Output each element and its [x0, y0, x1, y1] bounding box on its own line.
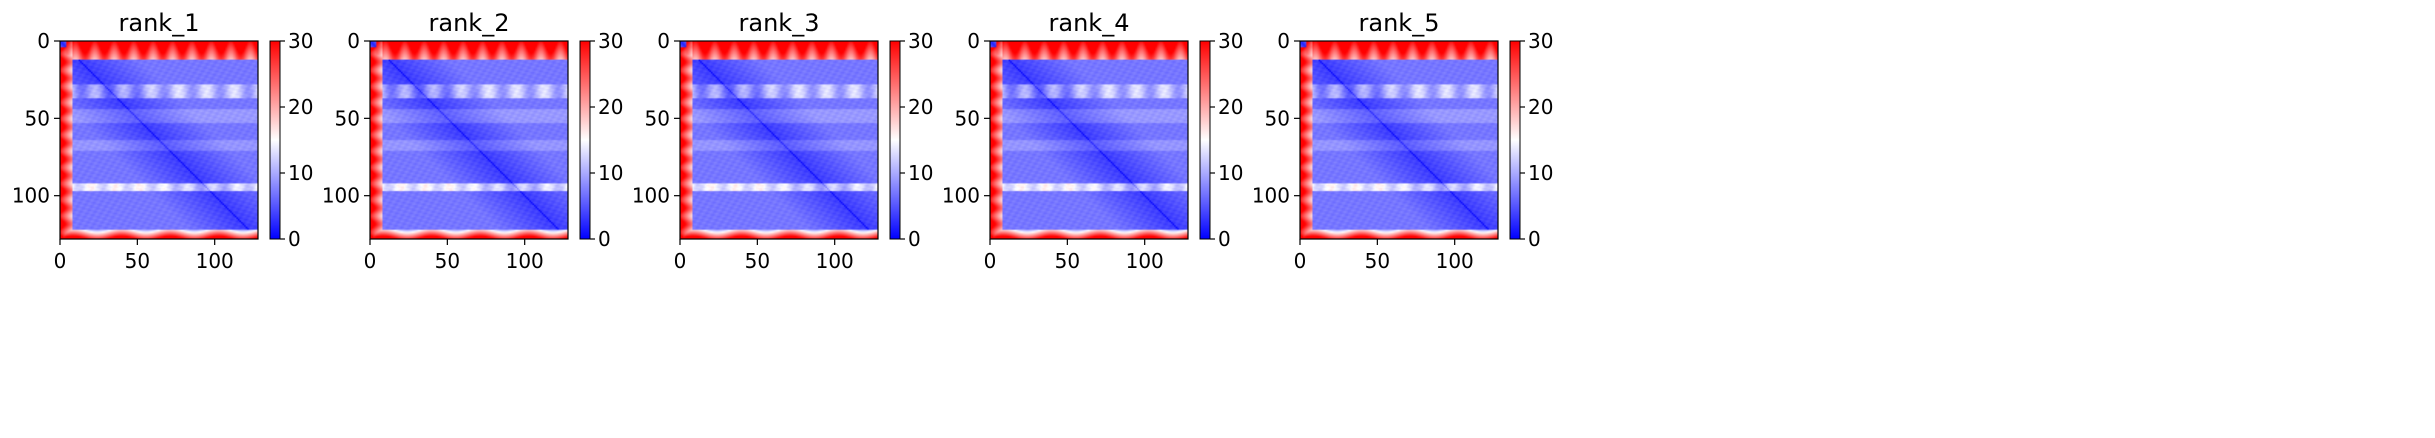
colorbar-tick-label: 0: [1218, 227, 1231, 251]
x-tick-label: 0: [984, 249, 997, 273]
y-tick-label: 100: [322, 184, 360, 208]
heatmap-panel-5: rank_5 0 50 100 0 50 100 0 10 20 30: [1252, 9, 1554, 273]
x-tick-label: 0: [364, 249, 377, 273]
y-tick-label: 100: [12, 184, 50, 208]
x-tick-label: 50: [745, 249, 770, 273]
x-tick-label: 50: [435, 249, 460, 273]
y-tick-label: 0: [967, 29, 980, 53]
colorbar-tick-label: 0: [598, 227, 611, 251]
colorbar-tick-label: 30: [288, 29, 313, 53]
heatmap-cells: [990, 41, 1188, 239]
y-tick-label: 50: [1265, 106, 1290, 130]
x-tick-label: 50: [1365, 249, 1390, 273]
y-tick-label: 0: [347, 29, 360, 53]
colorbar: [1509, 40, 1521, 240]
colorbar-tick-label: 30: [1528, 29, 1553, 53]
colorbar-tick-label: 30: [1218, 29, 1243, 53]
colorbar-tick-label: 30: [598, 29, 623, 53]
colorbar-tick-label: 0: [1528, 227, 1541, 251]
y-tick-label: 50: [955, 106, 980, 130]
x-tick-label: 100: [506, 249, 544, 273]
colorbar-tick-label: 10: [1218, 161, 1243, 185]
colorbar: [579, 40, 591, 240]
colorbar: [889, 40, 901, 240]
colorbar-tick-label: 20: [288, 95, 313, 119]
colorbar-tick-label: 20: [908, 95, 933, 119]
panel-title: rank_5: [1359, 9, 1440, 37]
x-tick-label: 0: [1294, 249, 1307, 273]
y-tick-label: 0: [657, 29, 670, 53]
panel-title: rank_1: [119, 9, 200, 37]
axes-frame: [369, 40, 569, 240]
x-tick-label: 100: [1126, 249, 1164, 273]
y-tick-label: 0: [37, 29, 50, 53]
axes-frame: [989, 40, 1189, 240]
heatmap-cells: [60, 41, 258, 239]
colorbar: [269, 40, 281, 240]
colorbar-tick-label: 0: [908, 227, 921, 251]
y-tick-label: 50: [645, 106, 670, 130]
heatmap-cells: [1300, 41, 1498, 239]
colorbar-tick-label: 20: [1528, 95, 1553, 119]
y-tick-label: 50: [335, 106, 360, 130]
axes-frame: [1299, 40, 1499, 240]
y-tick-label: 100: [1252, 184, 1290, 208]
heatmap-panel-2: rank_2 0 50 100 0 50 100 0 10 20 30: [322, 9, 624, 273]
x-tick-label: 50: [125, 249, 150, 273]
panel-title: rank_3: [739, 9, 820, 37]
x-tick-label: 50: [1055, 249, 1080, 273]
heatmap-panel-3: rank_3 0 50 100 0 50 100 0 10 20 30: [632, 9, 934, 273]
colorbar-tick-label: 10: [908, 161, 933, 185]
x-tick-label: 100: [816, 249, 854, 273]
y-tick-label: 50: [25, 106, 50, 130]
colorbar-tick-label: 30: [908, 29, 933, 53]
colorbar-tick-label: 10: [288, 161, 313, 185]
panel-title: rank_2: [429, 9, 510, 37]
colorbar: [1199, 40, 1211, 240]
y-tick-label: 100: [942, 184, 980, 208]
colorbar-tick-label: 0: [288, 227, 301, 251]
x-tick-label: 100: [1436, 249, 1474, 273]
y-tick-label: 0: [1277, 29, 1290, 53]
panel-title: rank_4: [1049, 9, 1130, 37]
colorbar-tick-label: 10: [598, 161, 623, 185]
x-tick-label: 100: [196, 249, 234, 273]
axes-frame: [679, 40, 879, 240]
heatmap-cells: [680, 41, 878, 239]
colorbar-tick-label: 10: [1528, 161, 1553, 185]
axes-frame: [59, 40, 259, 240]
y-tick-label: 100: [632, 184, 670, 208]
heatmap-cells: [370, 41, 568, 239]
x-tick-label: 0: [54, 249, 67, 273]
heatmap-panel-1: rank_1 0 50 100 0 50 100 0 10 20 30: [12, 9, 314, 273]
x-tick-label: 0: [674, 249, 687, 273]
colorbar-tick-label: 20: [1218, 95, 1243, 119]
colorbar-tick-label: 20: [598, 95, 623, 119]
heatmap-panel-4: rank_4 0 50 100 0 50 100 0 10 20 30: [942, 9, 1244, 273]
